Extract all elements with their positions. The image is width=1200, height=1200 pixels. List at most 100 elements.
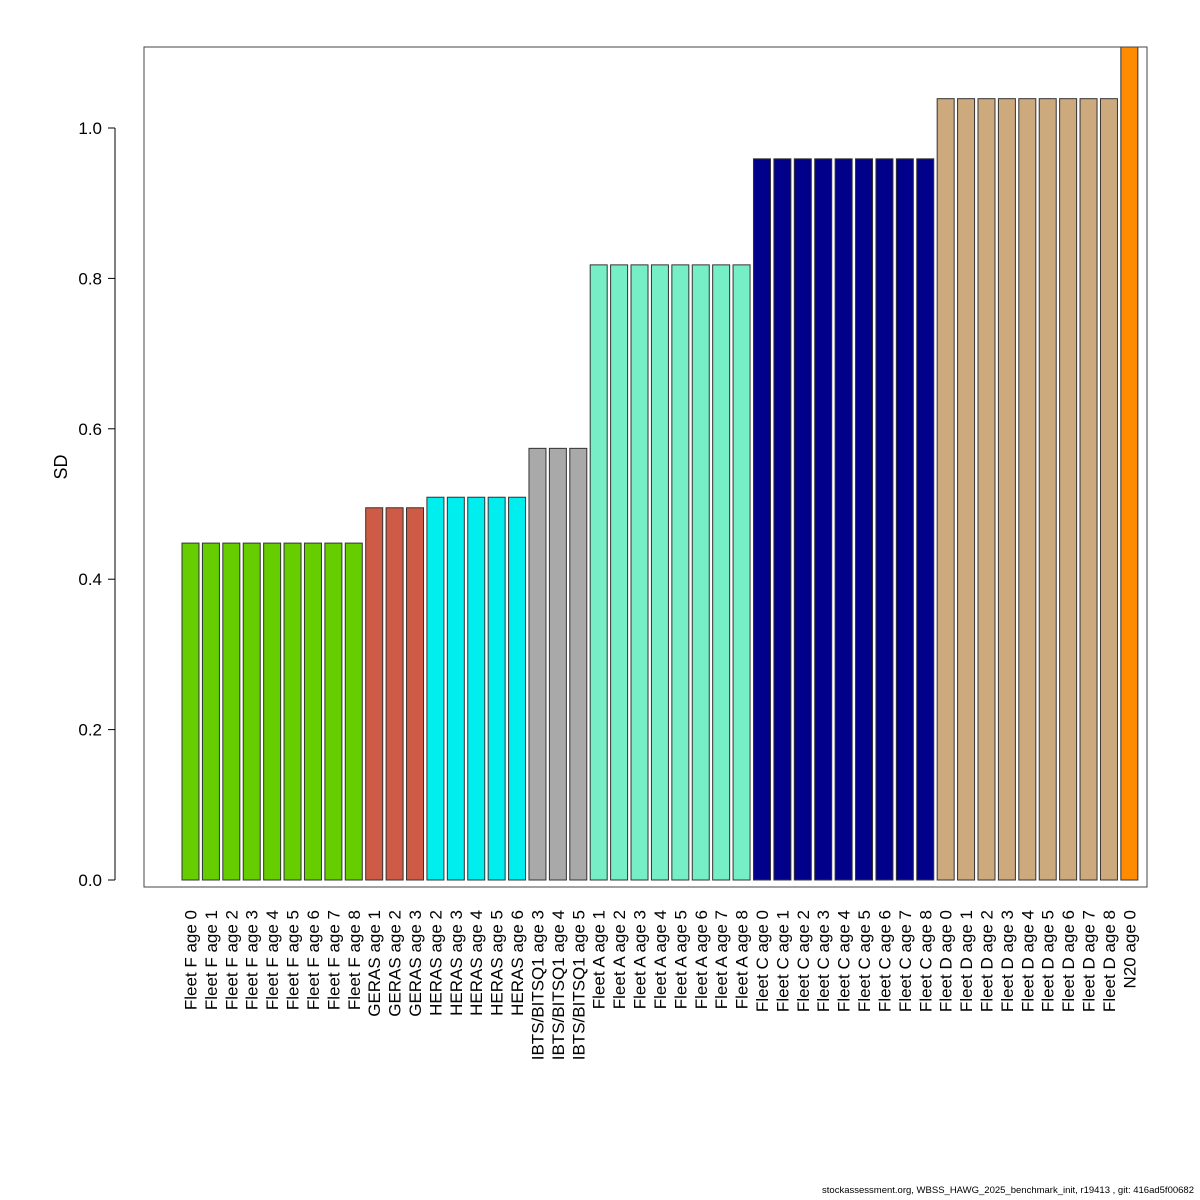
x-tick-label: Fleet A age 8 xyxy=(733,910,752,1009)
x-tick-label: Fleet A age 7 xyxy=(712,910,731,1009)
x-tick-label: Fleet D age 2 xyxy=(977,910,996,1012)
x-tick-label: Fleet D age 1 xyxy=(957,910,976,1012)
bar xyxy=(997,98,1016,881)
bar xyxy=(508,496,527,881)
x-tick-label: IBTS/BITSQ1 age 5 xyxy=(569,910,588,1060)
bar xyxy=(406,507,425,881)
x-tick-label: Fleet C age 1 xyxy=(773,910,792,1012)
bar xyxy=(814,158,833,881)
x-tick-label: Fleet F age 4 xyxy=(263,910,282,1010)
bar xyxy=(242,542,261,881)
x-tick-label: IBTS/BITSQ1 age 3 xyxy=(528,910,547,1060)
y-tick-label: 0.0 xyxy=(78,871,102,890)
bar xyxy=(773,158,792,881)
bar xyxy=(385,507,404,881)
y-axis-label: SD xyxy=(51,454,71,479)
footer-text: stockassessment.org, WBSS_HAWG_2025_benc… xyxy=(822,1185,1194,1196)
x-tick-label: Fleet A age 4 xyxy=(651,910,670,1009)
x-tick-label: Fleet F age 7 xyxy=(324,910,343,1010)
x-tick-label: Fleet F age 0 xyxy=(182,910,201,1010)
bar xyxy=(263,542,282,881)
bar xyxy=(957,98,976,881)
bar xyxy=(1038,98,1057,881)
x-tick-label: IBTS/BITSQ1 age 4 xyxy=(549,910,568,1060)
bar xyxy=(793,158,812,881)
x-tick-label: Fleet D age 6 xyxy=(1059,910,1078,1012)
x-tick-label: Fleet F age 5 xyxy=(284,910,303,1010)
x-tick-label: HERAS age 2 xyxy=(426,910,445,1016)
bar xyxy=(650,264,669,881)
x-tick-label: Fleet F age 2 xyxy=(222,910,241,1010)
x-tick-label: Fleet C age 2 xyxy=(794,910,813,1012)
bar xyxy=(426,496,445,881)
bar xyxy=(936,98,955,881)
x-tick-label: Fleet D age 8 xyxy=(1100,910,1119,1012)
x-tick-label: Fleet C age 3 xyxy=(814,910,833,1012)
bar xyxy=(201,542,220,881)
x-tick-label: Fleet F age 3 xyxy=(243,910,262,1010)
y-tick-label: 0.8 xyxy=(78,269,102,288)
plot-frame xyxy=(143,46,1148,888)
bar xyxy=(467,496,486,881)
x-tick-label: Fleet A age 1 xyxy=(590,910,609,1009)
x-tick-label: Fleet F age 1 xyxy=(202,910,221,1010)
x-tick-label: Fleet A age 3 xyxy=(631,910,650,1009)
bar xyxy=(528,447,547,881)
x-tick-label: Fleet C age 5 xyxy=(855,910,874,1012)
x-tick-label: Fleet F age 6 xyxy=(304,910,323,1010)
bar xyxy=(895,158,914,881)
x-tick-label: Fleet C age 4 xyxy=(835,910,854,1012)
x-tick-label: Fleet C age 0 xyxy=(753,910,772,1012)
x-tick-label: Fleet A age 6 xyxy=(692,910,711,1009)
bar xyxy=(1120,46,1139,881)
bar xyxy=(875,158,894,881)
x-tick-label: HERAS age 3 xyxy=(447,910,466,1016)
x-tick-label: HERAS age 4 xyxy=(467,910,486,1016)
bar xyxy=(834,158,853,881)
y-axis: 0.0 0.2 0.4 0.6 0.8 1.0 xyxy=(78,119,116,890)
x-tick-label: Fleet F age 8 xyxy=(345,910,364,1010)
bar xyxy=(671,264,690,881)
bar xyxy=(630,264,649,881)
y-tick-label: 0.2 xyxy=(78,721,102,740)
x-tick-label: Fleet D age 5 xyxy=(1039,910,1058,1012)
x-tick-label: Fleet A age 5 xyxy=(671,910,690,1009)
bar xyxy=(589,264,608,881)
bar xyxy=(1018,98,1037,881)
bar xyxy=(446,496,465,881)
bar xyxy=(487,496,506,881)
x-tick-label: HERAS age 6 xyxy=(508,910,527,1016)
bar xyxy=(916,158,935,881)
x-tick-label: Fleet D age 7 xyxy=(1080,910,1099,1012)
bar xyxy=(365,507,384,881)
bar xyxy=(1099,98,1118,881)
bar xyxy=(548,447,567,881)
bar xyxy=(691,264,710,881)
x-tick-label: GERAS age 2 xyxy=(386,910,405,1017)
bar xyxy=(303,542,322,881)
bar xyxy=(324,542,343,881)
bar xyxy=(752,158,771,881)
bar xyxy=(222,542,241,881)
bar xyxy=(181,542,200,881)
y-tick-label: 0.4 xyxy=(78,570,102,589)
x-tick-label: N20 age 0 xyxy=(1120,910,1139,988)
bar xyxy=(855,158,874,881)
x-tick-label: Fleet D age 3 xyxy=(998,910,1017,1012)
y-tick-label: 1.0 xyxy=(78,119,102,138)
x-tick-label: Fleet C age 7 xyxy=(896,910,915,1012)
x-tick-label: HERAS age 5 xyxy=(488,910,507,1016)
bar xyxy=(283,542,302,881)
bar xyxy=(732,264,751,881)
x-tick-label: Fleet C age 8 xyxy=(916,910,935,1012)
bar xyxy=(610,264,629,881)
bar xyxy=(977,98,996,881)
x-tick-label: Fleet A age 2 xyxy=(610,910,629,1009)
bar xyxy=(1059,98,1078,881)
bar xyxy=(712,264,731,881)
bar xyxy=(569,447,588,881)
bar xyxy=(1079,98,1098,881)
x-tick-label: Fleet D age 0 xyxy=(937,910,956,1012)
